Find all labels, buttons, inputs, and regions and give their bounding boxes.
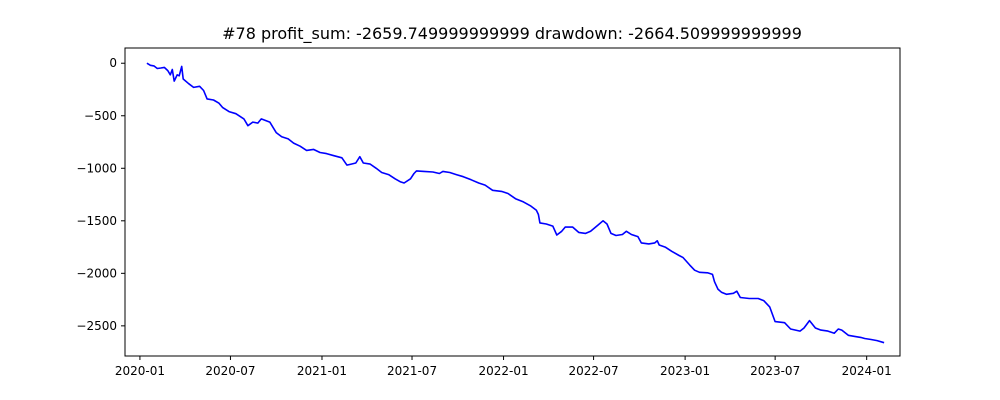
y-tick-label: −1000 <box>76 161 117 175</box>
x-tick-label: 2020-01 <box>115 364 165 378</box>
x-tick-label: 2021-01 <box>297 364 347 378</box>
y-axis: 0 −500 −1000 −1500 −2000 −2500 <box>76 56 125 333</box>
x-tick-label: 2022-01 <box>478 364 528 378</box>
x-tick-label: 2022-07 <box>569 364 619 378</box>
y-tick-label: −2500 <box>76 319 117 333</box>
x-tick-label: 2023-07 <box>750 364 800 378</box>
x-tick-label: 2021-07 <box>387 364 437 378</box>
series-line <box>146 62 885 344</box>
chart-title: #78 profit_sum: -2659.749999999999 drawd… <box>222 24 802 44</box>
y-tick-label: 0 <box>109 56 117 70</box>
x-axis: 2020-01 2020-07 2021-01 2021-07 2022-01 2022-… <box>115 356 892 378</box>
y-tick-label: −2000 <box>76 266 117 280</box>
series-layer <box>146 62 885 344</box>
x-tick-label: 2024-01 <box>842 364 892 378</box>
y-tick-label: −500 <box>84 109 117 123</box>
x-tick-label: 2020-07 <box>205 364 255 378</box>
x-tick-label: 2023-01 <box>660 364 710 378</box>
plot-area-frame <box>124 47 901 357</box>
y-tick-label: −1500 <box>76 214 117 228</box>
